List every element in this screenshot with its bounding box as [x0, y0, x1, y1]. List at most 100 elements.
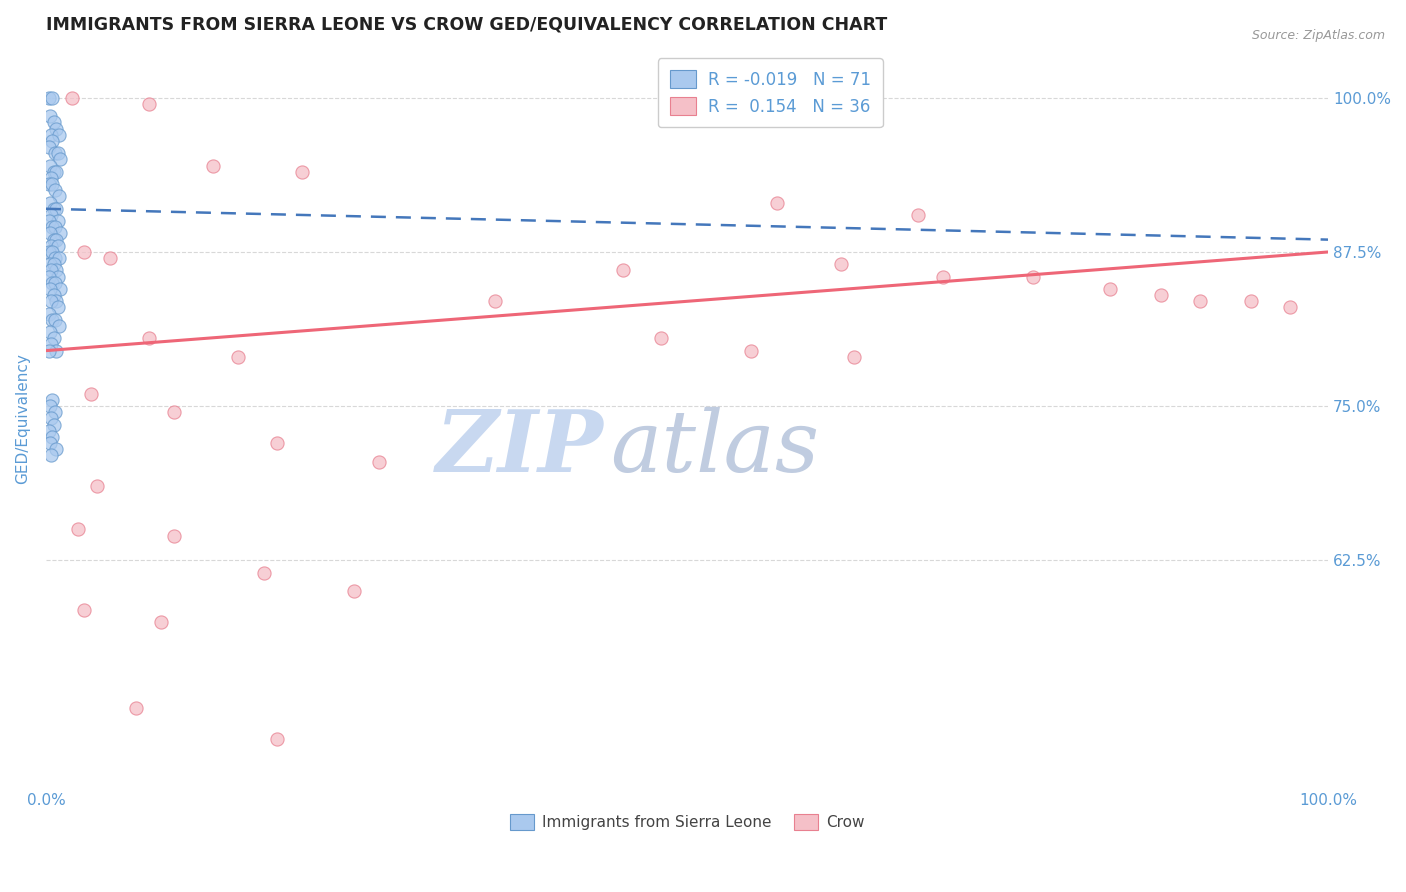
Point — [41, 430, 63, 444]
Text: Source: ZipAtlas.com: Source: ZipAtlas.com — [1251, 29, 1385, 42]
Point — [44, 405, 66, 419]
Point — [46, 239, 69, 253]
Point — [253, 566, 276, 580]
Point — [41, 91, 63, 105]
Point — [39, 171, 62, 186]
Point — [60, 91, 83, 105]
Point — [484, 294, 506, 309]
Point — [39, 449, 62, 463]
Point — [48, 189, 70, 203]
Point — [291, 165, 314, 179]
Point — [42, 417, 65, 432]
Point — [138, 97, 160, 112]
Point — [48, 128, 70, 142]
Point — [86, 479, 108, 493]
Point — [39, 208, 62, 222]
Point — [44, 251, 66, 265]
Point — [1240, 294, 1263, 309]
Point — [38, 399, 60, 413]
Point — [907, 208, 929, 222]
Point — [38, 109, 60, 123]
Point — [46, 301, 69, 315]
Point — [38, 227, 60, 241]
Point — [38, 140, 60, 154]
Point — [49, 282, 72, 296]
Point — [1099, 282, 1122, 296]
Point — [38, 269, 60, 284]
Point — [38, 282, 60, 296]
Point — [38, 177, 60, 191]
Point — [41, 244, 63, 259]
Point — [612, 263, 634, 277]
Point — [38, 307, 60, 321]
Point — [650, 331, 672, 345]
Point — [44, 183, 66, 197]
Point — [48, 318, 70, 333]
Point — [45, 263, 67, 277]
Point — [38, 159, 60, 173]
Point — [39, 294, 62, 309]
Point — [38, 436, 60, 450]
Point — [38, 214, 60, 228]
Point — [1022, 269, 1045, 284]
Point — [266, 732, 288, 747]
Text: atlas: atlas — [610, 407, 820, 490]
Point — [368, 455, 391, 469]
Point — [38, 325, 60, 339]
Point — [49, 227, 72, 241]
Text: ZIP: ZIP — [436, 407, 603, 490]
Point — [1188, 294, 1211, 309]
Point — [765, 195, 787, 210]
Point — [38, 91, 60, 105]
Point — [343, 584, 366, 599]
Point — [45, 343, 67, 358]
Point — [98, 251, 121, 265]
Point — [932, 269, 955, 284]
Point — [41, 177, 63, 191]
Point — [45, 121, 67, 136]
Point — [125, 701, 148, 715]
Point — [44, 146, 66, 161]
Point — [41, 313, 63, 327]
Point — [48, 251, 70, 265]
Point — [73, 244, 96, 259]
Point — [42, 288, 65, 302]
Point — [45, 202, 67, 216]
Point — [44, 276, 66, 290]
Point — [38, 424, 60, 438]
Point — [226, 350, 249, 364]
Y-axis label: GED/Equivalency: GED/Equivalency — [15, 353, 30, 484]
Point — [1278, 301, 1301, 315]
Point — [42, 257, 65, 271]
Point — [45, 233, 67, 247]
Point — [46, 214, 69, 228]
Point — [80, 386, 103, 401]
Point — [41, 276, 63, 290]
Point — [42, 202, 65, 216]
Point — [150, 615, 173, 629]
Point — [740, 343, 762, 358]
Point — [45, 294, 67, 309]
Point — [830, 257, 852, 271]
Point — [46, 269, 69, 284]
Point — [49, 153, 72, 167]
Point — [73, 602, 96, 616]
Legend: Immigrants from Sierra Leone, Crow: Immigrants from Sierra Leone, Crow — [503, 807, 870, 837]
Point — [45, 165, 67, 179]
Point — [201, 159, 224, 173]
Point — [66, 523, 89, 537]
Point — [42, 165, 65, 179]
Point — [39, 128, 62, 142]
Point — [163, 405, 186, 419]
Point — [42, 115, 65, 129]
Point — [39, 239, 62, 253]
Point — [41, 220, 63, 235]
Point — [39, 337, 62, 351]
Point — [163, 529, 186, 543]
Point — [46, 146, 69, 161]
Point — [138, 331, 160, 345]
Point — [266, 436, 288, 450]
Point — [39, 411, 62, 425]
Point — [39, 263, 62, 277]
Point — [38, 244, 60, 259]
